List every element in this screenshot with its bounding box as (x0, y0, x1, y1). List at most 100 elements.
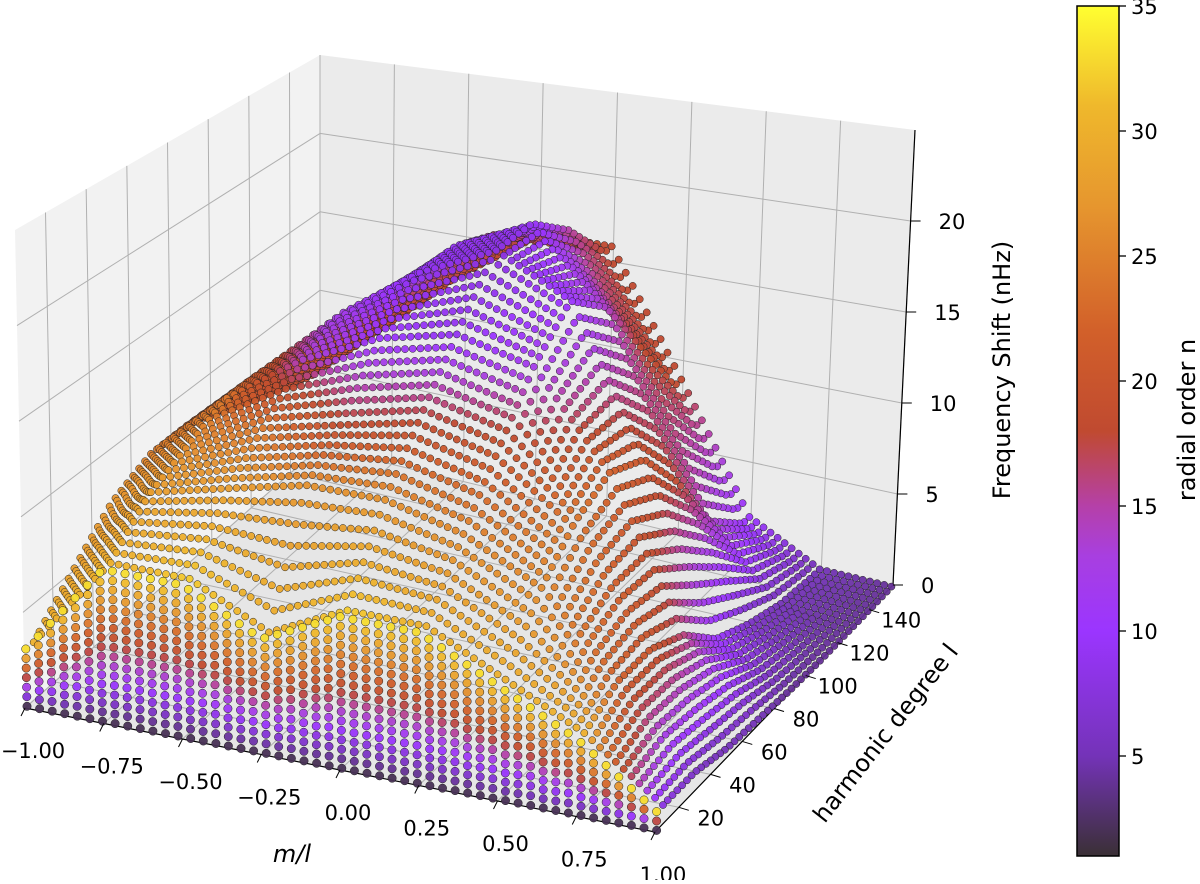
data-point (490, 651, 499, 660)
data-point (442, 416, 451, 424)
data-point (269, 472, 278, 481)
data-point (511, 385, 519, 393)
data-point (528, 469, 536, 477)
data-point (97, 660, 106, 670)
data-point (312, 561, 321, 570)
data-point (85, 714, 95, 724)
data-point (613, 485, 621, 493)
data-point (502, 265, 510, 274)
data-point (475, 697, 485, 706)
data-point (638, 703, 647, 712)
data-point (254, 473, 262, 482)
data-point (485, 301, 493, 309)
data-point (121, 645, 131, 655)
data-point (473, 429, 482, 438)
data-point (309, 400, 317, 409)
data-point (399, 634, 409, 644)
data-point (540, 656, 549, 665)
data-point (410, 276, 418, 285)
data-point (133, 581, 143, 591)
data-point (585, 349, 593, 358)
data-point (336, 504, 345, 513)
data-point (430, 533, 439, 542)
data-point (427, 609, 436, 617)
data-point (653, 417, 662, 426)
data-point (265, 453, 274, 462)
data-point (260, 662, 270, 672)
data-point (362, 526, 371, 534)
data-point (571, 594, 580, 602)
data-point (481, 328, 490, 337)
data-point (356, 442, 365, 451)
data-point (844, 572, 853, 581)
data-point (614, 596, 623, 605)
data-point (222, 474, 231, 483)
x-tick-label: −1.00 (1, 739, 65, 763)
data-point (383, 419, 391, 428)
data-point (336, 659, 346, 669)
data-point (407, 381, 416, 390)
data-point (438, 633, 447, 641)
data-point (345, 342, 353, 351)
data-point (311, 703, 321, 712)
data-point (298, 632, 308, 642)
data-point (412, 740, 422, 750)
data-point (350, 453, 359, 462)
data-point (488, 745, 498, 755)
data-point (110, 719, 120, 729)
data-point (648, 366, 657, 374)
y-tick-label: 20 (697, 806, 724, 830)
data-point (310, 619, 320, 629)
data-point (209, 641, 219, 651)
data-point (514, 356, 523, 365)
data-point (555, 298, 563, 307)
data-point (513, 798, 523, 808)
data-point (602, 498, 611, 507)
data-point (553, 697, 562, 706)
data-point (222, 648, 232, 658)
data-point (439, 445, 448, 453)
data-point (430, 580, 439, 588)
data-point (475, 762, 485, 772)
data-point (589, 491, 598, 499)
data-point (837, 624, 846, 633)
data-point (185, 687, 195, 697)
data-point (507, 256, 516, 265)
data-point (246, 593, 255, 601)
data-point (363, 396, 371, 404)
data-point (508, 413, 516, 422)
data-point (551, 681, 559, 690)
data-point (385, 346, 394, 354)
data-point (83, 590, 93, 600)
data-point (299, 727, 309, 737)
data-point (280, 452, 289, 461)
data-point (444, 371, 452, 380)
data-point (493, 670, 502, 679)
data-point (443, 619, 452, 628)
data-point (465, 471, 474, 480)
data-point (382, 456, 390, 464)
data-point (380, 547, 389, 556)
data-point (462, 649, 470, 657)
y-tick-label: 80 (793, 708, 820, 732)
data-point (548, 563, 556, 571)
data-point (95, 595, 105, 605)
data-point (262, 407, 271, 415)
data-point (461, 598, 470, 607)
data-point (513, 722, 523, 732)
data-point (393, 535, 402, 544)
data-point (289, 498, 298, 507)
data-point (604, 610, 613, 619)
data-point (532, 505, 541, 514)
data-point (393, 345, 402, 354)
data-point (235, 648, 245, 658)
data-point (489, 332, 498, 340)
data-point (261, 710, 271, 720)
data-point (173, 693, 182, 703)
data-point (488, 582, 496, 591)
data-point (236, 464, 245, 472)
data-point (276, 518, 285, 526)
data-point (260, 515, 269, 524)
data-point (564, 327, 573, 336)
data-point (237, 437, 246, 446)
